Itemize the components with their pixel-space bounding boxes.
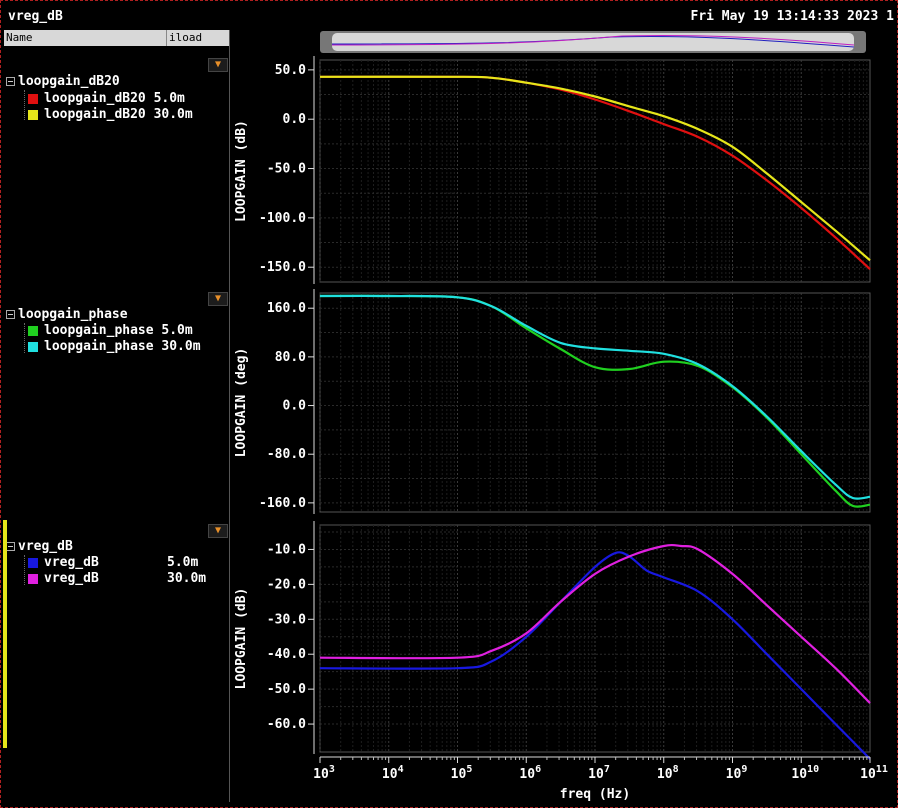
- series-line-3-1[interactable]: [319, 551, 871, 760]
- y-tick-label: -100.0: [259, 211, 306, 226]
- overview-scrollbar[interactable]: [320, 31, 866, 53]
- legend-item[interactable]: vreg_dB 5.0m: [44, 555, 199, 570]
- group-title-loopgain-phase[interactable]: loopgain_phase: [18, 307, 128, 322]
- y-tick-label: -20.0: [267, 577, 306, 592]
- legend-item[interactable]: vreg_dB 30.0m: [44, 571, 207, 586]
- series-line-2-2[interactable]: [319, 294, 871, 500]
- legend-swatch: [28, 110, 38, 120]
- series-line-3-2[interactable]: [319, 543, 871, 704]
- x-tick-label: 108: [657, 764, 679, 782]
- chart-panel-2: 160.0 80.0 0.0 -80.0 -160.0 LOOPGAIN (deg): [234, 289, 871, 514]
- chart-panel-3: -10.0 -20.0 -30.0 -40.0 -50.0 -60.0 LOOPGAIN (…: [234, 521, 888, 802]
- group-title-vreg-db[interactable]: vreg_dB: [18, 539, 73, 554]
- legend-swatch: [28, 326, 38, 336]
- column-param-header[interactable]: iload: [166, 30, 229, 46]
- x-tick-label: 107: [588, 764, 610, 782]
- x-tick-label: 1011: [860, 764, 888, 782]
- sidebar-header: Name iload: [4, 30, 229, 46]
- y-tick-label: -80.0: [267, 447, 306, 462]
- group-title-loopgain-db20[interactable]: loopgain_dB20: [18, 74, 120, 89]
- x-tick-label: 109: [726, 764, 748, 782]
- filter-icon[interactable]: ▼: [208, 292, 228, 306]
- y-tick-label: 50.0: [275, 63, 306, 78]
- x-tick-label: 104: [382, 764, 404, 782]
- collapse-icon[interactable]: [6, 310, 15, 319]
- y-tick-label: 0.0: [283, 399, 307, 414]
- window-datetime: Fri May 19 13:14:33 2023 1: [690, 9, 895, 24]
- x-tick-label: 106: [519, 764, 541, 782]
- chart-panel-1: 50.0 0.0 -50.0 -100.0 -150.0 LOOPGAIN (dB): [234, 56, 871, 284]
- y-tick-label: -10.0: [267, 542, 306, 557]
- legend-swatch: [28, 558, 38, 568]
- x-tick-label: 103: [313, 764, 335, 782]
- y-tick-label: 0.0: [283, 112, 307, 127]
- y-tick-label: 80.0: [275, 350, 306, 365]
- selection-bar: [3, 520, 7, 748]
- y-axis-label: LOOPGAIN (dB): [234, 120, 249, 222]
- series-line-1-2[interactable]: [319, 75, 871, 262]
- window-title: vreg_dB: [8, 9, 63, 24]
- legend-item[interactable]: loopgain_dB20 5.0m: [44, 91, 185, 106]
- collapse-icon[interactable]: [6, 77, 15, 86]
- y-tick-label: -50.0: [267, 162, 306, 177]
- overview-mini-plot: [332, 34, 854, 48]
- legend-item[interactable]: loopgain_phase 5.0m: [44, 323, 193, 338]
- legend-swatch: [28, 94, 38, 104]
- y-tick-label: -30.0: [267, 612, 306, 627]
- y-tick-label: -60.0: [267, 717, 306, 732]
- filter-icon[interactable]: ▼: [208, 58, 228, 72]
- y-tick-label: -160.0: [259, 496, 306, 511]
- scrollbar-thumb[interactable]: [332, 33, 854, 51]
- y-axis-label: LOOPGAIN (dB): [234, 588, 249, 690]
- sidebar-panel: Name iload ▼ loopgain_dB20 loopgain_dB20…: [4, 30, 230, 802]
- filter-icon[interactable]: ▼: [208, 524, 228, 538]
- x-tick-label: 1010: [791, 764, 819, 782]
- legend-swatch: [28, 574, 38, 584]
- column-name-header[interactable]: Name: [6, 31, 33, 44]
- y-tick-label: -50.0: [267, 682, 306, 697]
- legend-item[interactable]: loopgain_phase 30.0m: [44, 339, 201, 354]
- y-tick-label: -150.0: [259, 260, 306, 275]
- legend-swatch: [28, 342, 38, 352]
- x-tick-label: 105: [451, 764, 473, 782]
- x-axis-label: freq (Hz): [560, 787, 630, 802]
- y-tick-label: -40.0: [267, 647, 306, 662]
- y-axis-label: LOOPGAIN (deg): [234, 348, 249, 458]
- legend-item[interactable]: loopgain_dB20 30.0m: [44, 107, 193, 122]
- y-tick-label: 160.0: [267, 301, 306, 316]
